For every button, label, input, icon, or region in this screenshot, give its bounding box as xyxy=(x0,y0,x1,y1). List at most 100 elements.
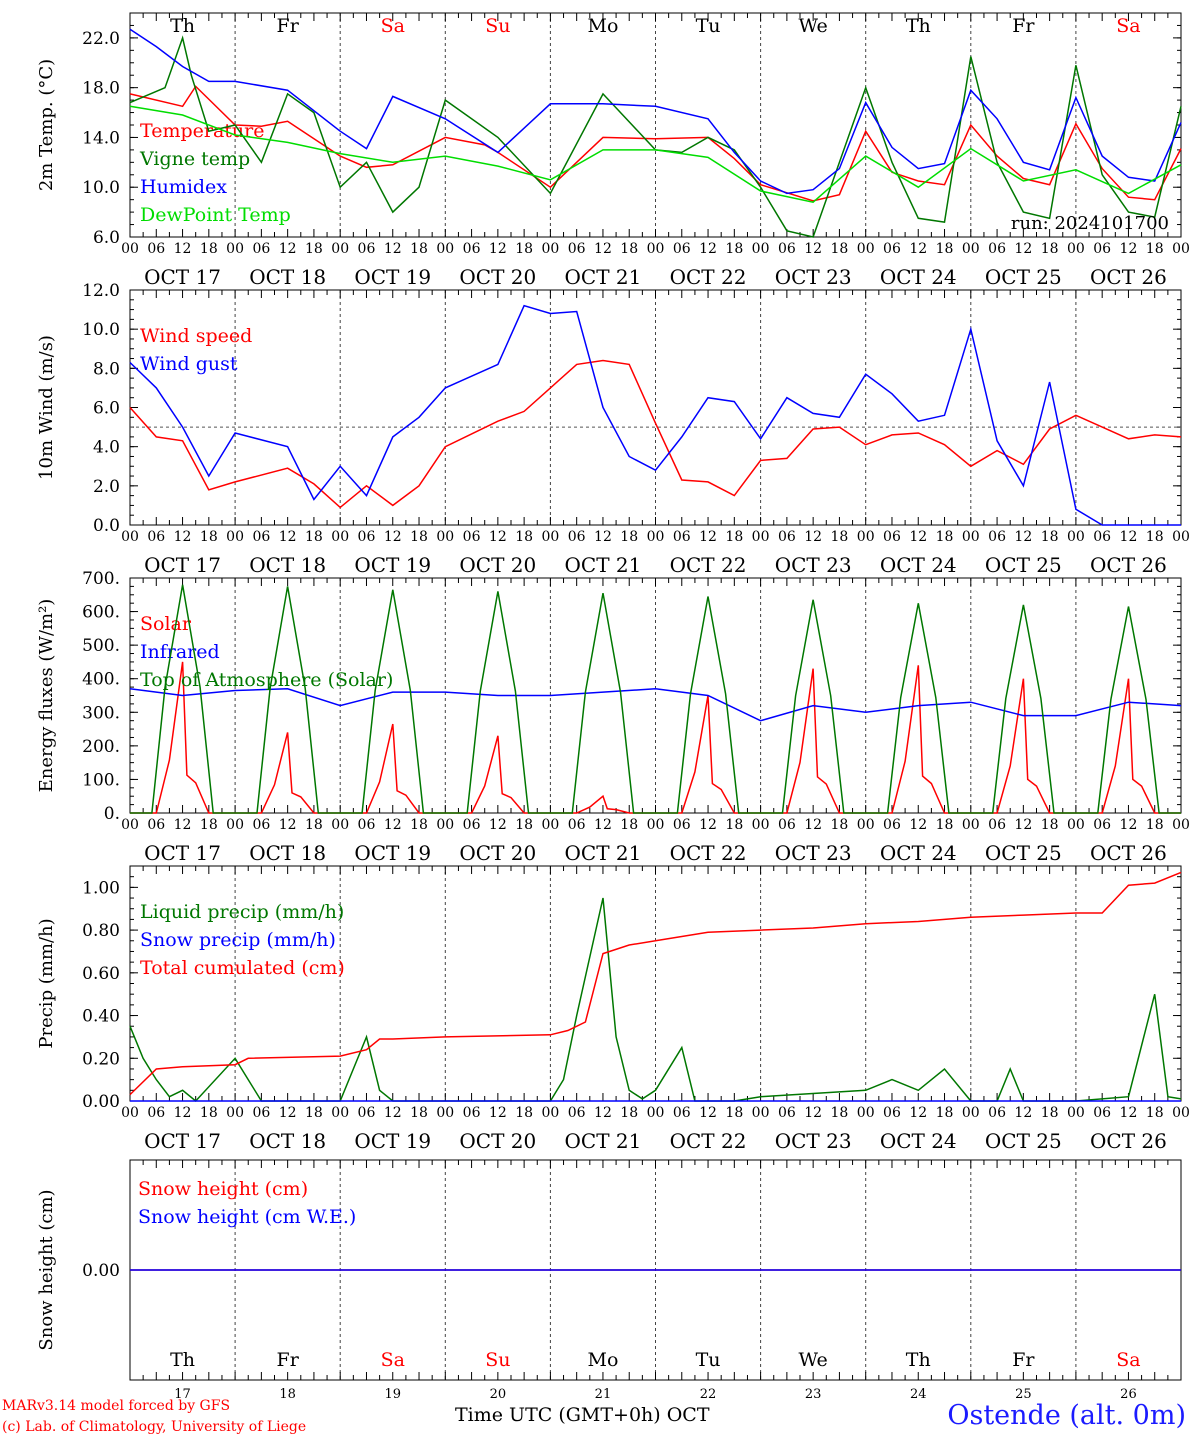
precip-x-hour-label: 06 xyxy=(252,1105,270,1121)
wind-x-hour-label: 00 xyxy=(121,529,139,545)
temperature-y-axis-label: 2m Temp. (°C) xyxy=(36,59,57,191)
weekday-label: Sa xyxy=(381,15,405,37)
wind-x-hour-label: 06 xyxy=(463,529,481,545)
wind-x-hour-label: 06 xyxy=(358,529,376,545)
precip-x-hour-label: 06 xyxy=(358,1105,376,1121)
wind-x-hour-label: 18 xyxy=(936,529,954,545)
precip-x-date-label: OCT 22 xyxy=(670,1129,747,1153)
temperature-x-hour-label: 06 xyxy=(147,241,165,257)
temperature-x-hour-label: 12 xyxy=(489,241,507,257)
temperature-x-hour-label: 00 xyxy=(436,241,454,257)
precip-x-hour-label: 12 xyxy=(594,1105,612,1121)
temperature-legend-entry: Temperature xyxy=(140,120,264,142)
wind-x-hour-label: 18 xyxy=(620,529,638,545)
temperature-x-date-label: OCT 19 xyxy=(354,265,431,289)
precip-x-hour-label: 18 xyxy=(1041,1105,1059,1121)
energy-x-hour-label: 00 xyxy=(121,817,139,833)
precip-x-hour-label: 12 xyxy=(489,1105,507,1121)
wind-x-hour-label: 00 xyxy=(1067,529,1085,545)
precip-x-date-label: OCT 20 xyxy=(459,1129,536,1153)
snow-day-number: 19 xyxy=(384,1387,401,1402)
energy-x-hour-label: 18 xyxy=(200,817,218,833)
energy-y-tick-label: 200. xyxy=(82,737,120,757)
precip-x-date-label: OCT 19 xyxy=(354,1129,431,1153)
wind-series-line xyxy=(129,359,1182,509)
energy-y-tick-label: 300. xyxy=(82,703,120,723)
energy-y-tick-label: 100. xyxy=(82,770,120,790)
temperature-y-tick-label: 22.0 xyxy=(82,29,120,49)
wind-x-hour-label: 18 xyxy=(410,529,428,545)
precip-x-hour-label: 06 xyxy=(778,1105,796,1121)
snow-y-axis-label: Snow height (cm) xyxy=(36,1189,57,1350)
temperature-x-hour-label: 06 xyxy=(778,241,796,257)
temperature-x-hour-label: 12 xyxy=(699,241,717,257)
energy-x-hour-label: 00 xyxy=(226,817,244,833)
wind-legend-entry: Wind speed xyxy=(140,325,252,347)
wind-x-date-label: OCT 21 xyxy=(565,553,642,577)
precip-x-hour-label: 06 xyxy=(883,1105,901,1121)
energy-x-hour-label: 18 xyxy=(620,817,638,833)
temperature-x-hour-label: 00 xyxy=(752,241,770,257)
precip-y-tick-label: 0.20 xyxy=(82,1049,120,1069)
weekday-label: Tu xyxy=(696,15,721,37)
wind-x-hour-label: 18 xyxy=(725,529,743,545)
lab-credit: (c) Lab. of Climatology, University of L… xyxy=(2,1419,307,1435)
energy-x-hour-label: 06 xyxy=(1093,817,1111,833)
temperature-x-hour-label: 12 xyxy=(1014,241,1032,257)
wind-x-hour-label: 06 xyxy=(1093,529,1111,545)
wind-y-axis-label: 10m Wind (m/s) xyxy=(36,335,57,480)
wind-x-hour-label: 12 xyxy=(279,529,297,545)
snow-day-number: 17 xyxy=(174,1387,191,1402)
temperature-x-hour-label: 18 xyxy=(936,241,954,257)
energy-y-tick-label: 0. xyxy=(104,804,120,824)
precip-x-date-label: OCT 24 xyxy=(880,1129,957,1153)
temperature-y-tick-label: 6.0 xyxy=(93,228,120,248)
temperature-x-hour-label: 00 xyxy=(331,241,349,257)
wind-y-tick-label: 12.0 xyxy=(82,281,120,301)
precip-x-hour-label: 00 xyxy=(857,1105,875,1121)
energy-legend-entry: Solar xyxy=(140,613,192,635)
energy-x-hour-label: 18 xyxy=(831,817,849,833)
temperature-x-hour-label: 00 xyxy=(121,241,139,257)
temperature-x-hour-label: 12 xyxy=(384,241,402,257)
energy-y-axis-label: Energy fluxes (W/m²) xyxy=(36,599,57,793)
precip-x-hour-label: 00 xyxy=(121,1105,139,1121)
snow-weekday-label: Th xyxy=(906,1349,931,1371)
energy-x-hour-label: 12 xyxy=(489,817,507,833)
energy-x-hour-label: 12 xyxy=(1120,817,1138,833)
temperature-x-hour-label: 00 xyxy=(857,241,875,257)
energy-x-hour-label: 12 xyxy=(384,817,402,833)
weekday-label: Fr xyxy=(1012,15,1035,37)
precip-x-hour-label: 12 xyxy=(699,1105,717,1121)
energy-x-date-label: OCT 23 xyxy=(775,841,852,865)
temperature-legend-entry: Vigne temp xyxy=(139,148,250,170)
energy-x-date-label: OCT 26 xyxy=(1090,841,1167,865)
snow-weekday-label: Fr xyxy=(1012,1349,1035,1371)
wind-x-hour-label: 06 xyxy=(147,529,165,545)
energy-x-hour-label: 12 xyxy=(804,817,822,833)
temperature-x-hour-label: 12 xyxy=(909,241,927,257)
temperature-series-line xyxy=(129,105,1182,204)
temperature-x-date-label: OCT 20 xyxy=(459,265,536,289)
energy-legend-entry: Top of Atmosphere (Solar) xyxy=(140,669,393,691)
energy-x-hour-label: 00 xyxy=(752,817,770,833)
x-axis-title: Time UTC (GMT+0h) OCT xyxy=(455,1404,710,1426)
energy-y-tick-label: 400. xyxy=(82,670,120,690)
temperature-x-hour-label: 00 xyxy=(1067,241,1085,257)
precip-x-hour-label: 06 xyxy=(673,1105,691,1121)
precip-x-hour-label: 18 xyxy=(1146,1105,1164,1121)
snow-day-number: 23 xyxy=(805,1387,822,1402)
temperature-series-line xyxy=(129,35,1182,238)
wind-x-hour-label: 12 xyxy=(174,529,192,545)
temperature-x-hour-label: 06 xyxy=(358,241,376,257)
weekday-label: Fr xyxy=(277,15,300,37)
precip-x-hour-label: 06 xyxy=(568,1105,586,1121)
precip-x-hour-label: 12 xyxy=(279,1105,297,1121)
snow-day-number: 24 xyxy=(910,1387,927,1402)
energy-series-line xyxy=(130,584,1181,814)
precip-legend-entry: Total cumulated (cm) xyxy=(140,957,345,979)
temperature-x-date-label: OCT 21 xyxy=(565,265,642,289)
precip-legend-entry: Liquid precip (mm/h) xyxy=(140,901,344,923)
wind-y-tick-label: 10.0 xyxy=(82,320,120,340)
energy-x-hour-label: 18 xyxy=(305,817,323,833)
